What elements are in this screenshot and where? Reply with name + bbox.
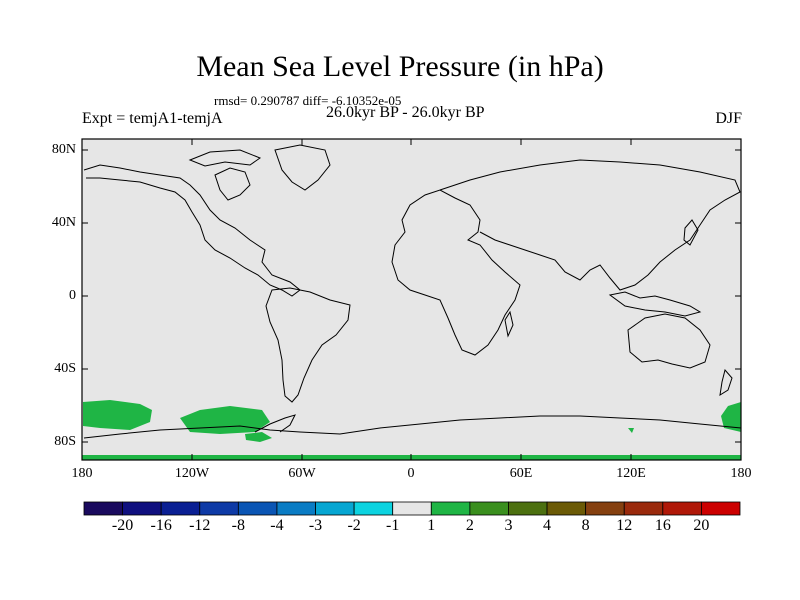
longitude-ticks [81,139,742,460]
colorbar-label: -4 [270,517,284,534]
lat-label-80n: 80N [51,142,76,157]
colorbar-label: -16 [150,517,172,534]
anomaly-area-south-pacific-west [83,400,152,430]
coast-greenland [274,144,331,191]
colorbar-swatch [430,501,471,516]
colorbar-swatch [469,501,509,516]
colorbar-swatch [315,501,355,516]
colorbar-label: -1 [386,517,400,534]
lat-label-80s: 80S [54,434,76,449]
anomaly-area-bellingshausen [245,432,272,442]
colorbar-swatch [546,501,587,516]
season-label: DJF [715,110,742,127]
anomaly-area-pacific-east-edge [721,402,741,432]
latitude-ticks [82,149,741,443]
lat-label-0: 0 [69,288,76,303]
colorbar-swatch [199,501,239,516]
lon-label-60e: 60E [509,466,533,481]
lon-label-180w: 180 [71,466,93,481]
coast-antarctica [83,415,742,439]
coast-antarctic-peninsula [254,414,296,433]
colorbar [83,501,741,516]
colorbar-swatch [701,501,741,516]
lon-label-60w: 60W [288,466,316,481]
lat-label-40s: 40S [54,361,76,376]
coast-hudson-region [214,167,251,201]
coastlines [83,144,742,439]
lon-label-0: 0 [407,466,415,481]
colorbar-label: 12 [616,517,633,534]
coast-australia [627,313,711,369]
colorbar-swatch [662,501,702,516]
colorbar-label: 8 [581,517,590,534]
map-ocean [82,139,741,460]
coast-north-america [83,164,301,297]
colorbar-label: 20 [693,517,710,534]
experiment-label: Expt = temjA1-temjA [82,110,223,127]
colorbar-swatch [237,501,278,516]
colorbar-label: 1 [427,517,436,534]
colorbar-swatch [160,501,201,516]
colorbar-swatch [623,501,664,516]
colorbar-label: -12 [189,517,211,534]
coast-southeast-asia-islands [608,291,702,317]
stats-line: rmsd= 0.290787 diff= -6.10352e-05 [214,93,402,108]
colorbar-label: -2 [347,517,361,534]
colorbar-label: -8 [231,517,245,534]
colorbar-label: -20 [111,517,134,534]
coast-south-america [265,287,351,403]
chart-title: Mean Sea Level Pressure (in hPa) [196,50,604,83]
colorbar-label: 4 [543,517,552,534]
coast-japan [683,219,699,246]
colorbar-label: 3 [504,517,513,534]
colorbar-swatch [276,501,316,516]
coast-new-zealand [719,368,733,397]
coast-asia [439,159,741,291]
coast-arctic-islands [188,149,262,167]
colorbar-label: 16 [654,517,671,534]
colorbar-label: -3 [308,517,323,534]
colorbar-swatch [392,501,432,516]
lon-label-180e: 180 [730,466,752,481]
lon-label-120e: 120E [616,466,646,481]
coast-europe-africa [391,189,521,356]
lat-label-40n: 40N [51,215,76,230]
colorbar-swatch [122,501,162,516]
period-label: 26.0kyr BP - 26.0kyr BP [326,104,485,121]
colorbar-swatch [585,501,625,516]
colorbar-swatch [353,501,394,516]
anomaly-area-small-dot [628,428,634,433]
coast-madagascar [504,310,514,338]
colorbar-label: 2 [465,517,474,534]
lon-label-120w: 120W [174,466,210,481]
colorbar-swatch [83,501,123,516]
colorbar-swatch [508,501,548,516]
